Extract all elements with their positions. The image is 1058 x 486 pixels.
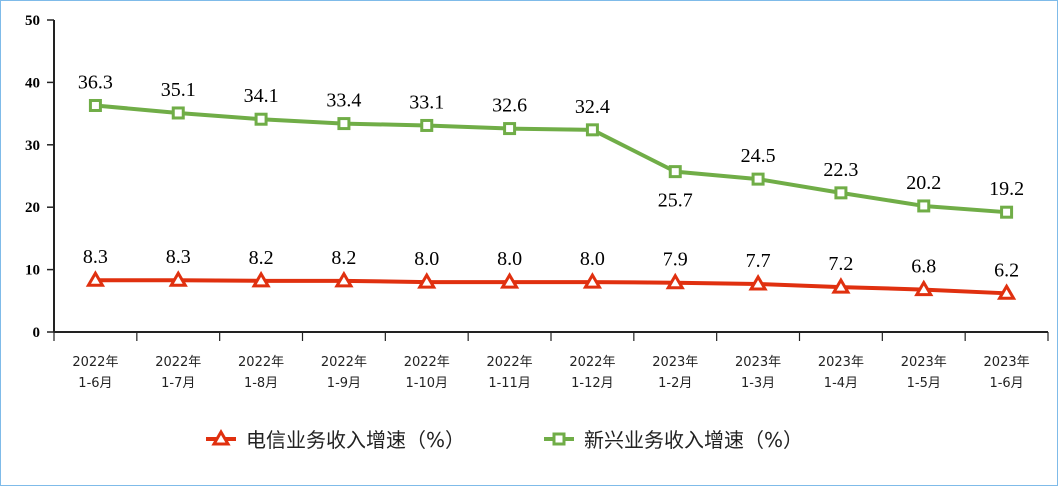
data-label: 32.6	[492, 95, 527, 117]
data-label: 8.2	[331, 247, 356, 269]
data-point	[168, 270, 188, 287]
data-point	[582, 272, 603, 289]
x-tick-label: 2022年	[569, 355, 615, 370]
y-tick-label: 50	[25, 13, 40, 29]
data-label: 33.4	[326, 90, 361, 112]
data-point	[420, 118, 434, 132]
data-point	[751, 172, 765, 186]
series-line-0	[95, 278, 1007, 296]
data-label: 6.2	[994, 259, 1019, 281]
data-point	[337, 117, 351, 131]
data-point	[88, 98, 102, 112]
x-tick-label: 2022年	[404, 355, 450, 370]
data-label: 8.3	[83, 246, 108, 268]
x-tick-label: 2022年	[72, 355, 118, 370]
data-label: 33.1	[409, 91, 444, 113]
x-tick-label: 1-2月	[658, 376, 692, 391]
data-label: 20.2	[906, 172, 941, 194]
data-label: 7.2	[828, 253, 853, 275]
x-tick-label: 2022年	[238, 355, 284, 370]
x-tick-label: 1-12月	[571, 376, 614, 391]
x-tick-label: 1-11月	[488, 376, 531, 391]
legend-label: 电信业务收入增速（%）	[246, 428, 465, 452]
data-point	[834, 186, 848, 200]
x-tick-label: 2023年	[984, 355, 1030, 370]
x-tick-label: 1-9月	[327, 376, 361, 391]
x-tick-label: 2022年	[155, 355, 201, 370]
data-point	[914, 279, 934, 297]
square-icon	[552, 432, 566, 446]
x-tick-label: 2023年	[901, 355, 947, 370]
data-label: 7.9	[663, 249, 688, 271]
legend-label: 新兴业务收入增速（%）	[584, 428, 803, 452]
data-label: 32.4	[575, 96, 610, 118]
x-tick-label: 2023年	[818, 355, 864, 370]
data-point	[251, 270, 271, 288]
x-tick-label: 1-7月	[161, 376, 195, 391]
y-tick-label: 0	[33, 325, 41, 341]
data-point	[417, 272, 437, 289]
data-point	[171, 106, 185, 120]
data-label: 22.3	[823, 159, 858, 181]
x-tick-label: 1-8月	[244, 376, 278, 391]
data-label: 8.2	[249, 247, 274, 269]
x-tick-label: 1-6月	[989, 376, 1023, 391]
x-tick-label: 1-6月	[78, 376, 112, 391]
x-tick-label: 1-10月	[405, 376, 448, 391]
data-label: 36.3	[78, 71, 113, 93]
data-point	[668, 165, 682, 179]
x-tick-label: 1-5月	[907, 376, 941, 391]
data-label: 19.2	[989, 178, 1024, 200]
x-tick-label: 2023年	[652, 355, 698, 370]
x-tick-label: 2022年	[487, 355, 533, 370]
data-point	[85, 270, 106, 287]
data-label: 8.3	[166, 246, 191, 268]
data-label: 25.7	[658, 190, 693, 212]
data-point	[334, 270, 354, 288]
x-tick-label: 1-4月	[824, 376, 858, 391]
data-label: 34.1	[244, 85, 279, 107]
data-label: 24.5	[741, 145, 776, 167]
data-label: 8.0	[580, 248, 605, 270]
series-line-1	[95, 103, 1007, 215]
y-tick-label: 30	[25, 138, 40, 154]
data-label: 8.0	[497, 248, 522, 270]
data-label: 35.1	[161, 79, 196, 101]
x-tick-label: 2023年	[735, 355, 781, 370]
data-label: 7.7	[746, 250, 771, 272]
y-tick-label: 40	[25, 75, 40, 91]
triangle-icon	[211, 429, 231, 446]
data-label: 8.0	[414, 248, 439, 270]
data-point	[831, 277, 851, 294]
data-point	[585, 123, 599, 137]
data-point	[665, 272, 685, 290]
data-point	[748, 273, 768, 291]
x-tick-label: 2022年	[321, 355, 367, 370]
data-label: 6.8	[911, 256, 936, 278]
data-point	[499, 272, 520, 289]
y-tick-label: 20	[25, 200, 40, 216]
x-tick-label: 1-3月	[741, 376, 775, 391]
data-point	[996, 283, 1017, 300]
data-point	[503, 122, 517, 136]
data-point	[1000, 205, 1014, 219]
data-point	[254, 112, 268, 126]
y-tick-label: 10	[25, 263, 40, 279]
data-point	[917, 199, 931, 213]
